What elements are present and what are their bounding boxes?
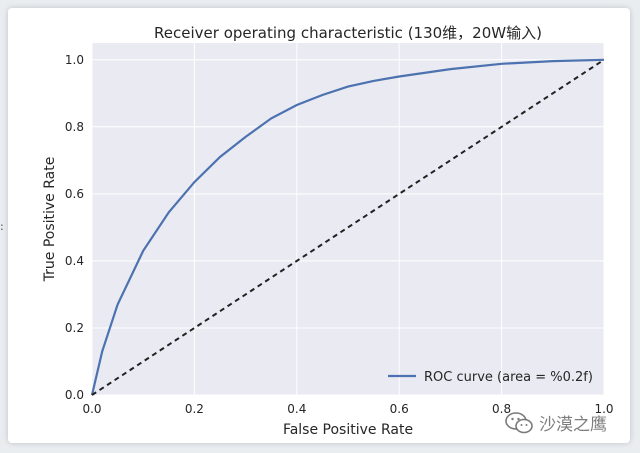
- x-tick-label: 0.6: [390, 402, 409, 416]
- x-tick-label: 0.8: [492, 402, 511, 416]
- x-axis-label: False Positive Rate: [283, 422, 413, 438]
- watermark: 沙漠之鹰: [505, 410, 607, 435]
- legend-label: ROC curve (area = %0.2f): [424, 370, 593, 385]
- y-tick-label: 0.0: [65, 388, 84, 402]
- edge-glyph: :: [0, 220, 4, 233]
- y-tick-label: 0.6: [65, 187, 84, 201]
- diagonal-reference-line: [91, 58, 605, 396]
- legend: ROC curve (area = %0.2f): [388, 370, 593, 385]
- y-tick-label: 0.8: [65, 120, 84, 134]
- y-tick-label: 0.4: [65, 254, 84, 268]
- grid-lines: [91, 43, 605, 396]
- x-tick-label: 0.4: [287, 402, 306, 416]
- series-lines: [90, 58, 605, 396]
- tick-labels: 0.0 0.2 0.4 0.6 0.8 1.0 0.0 0.2 0.4 0.6 0.8 1.0: [65, 53, 614, 416]
- x-tick-label: 0.0: [82, 402, 101, 416]
- y-tick-label: 1.0: [65, 53, 84, 67]
- y-tick-label: 0.2: [65, 321, 84, 335]
- y-axis-label: True Positive Rate: [42, 157, 58, 283]
- wechat-icon: [505, 411, 533, 435]
- x-tick-label: 1.0: [594, 402, 613, 416]
- plot-area: [92, 43, 604, 395]
- chart-title: Receiver operating characteristic (130维，…: [154, 24, 542, 42]
- watermark-text: 沙漠之鹰: [539, 415, 607, 435]
- roc-curve-line: [90, 58, 605, 396]
- x-tick-label: 0.2: [185, 402, 204, 416]
